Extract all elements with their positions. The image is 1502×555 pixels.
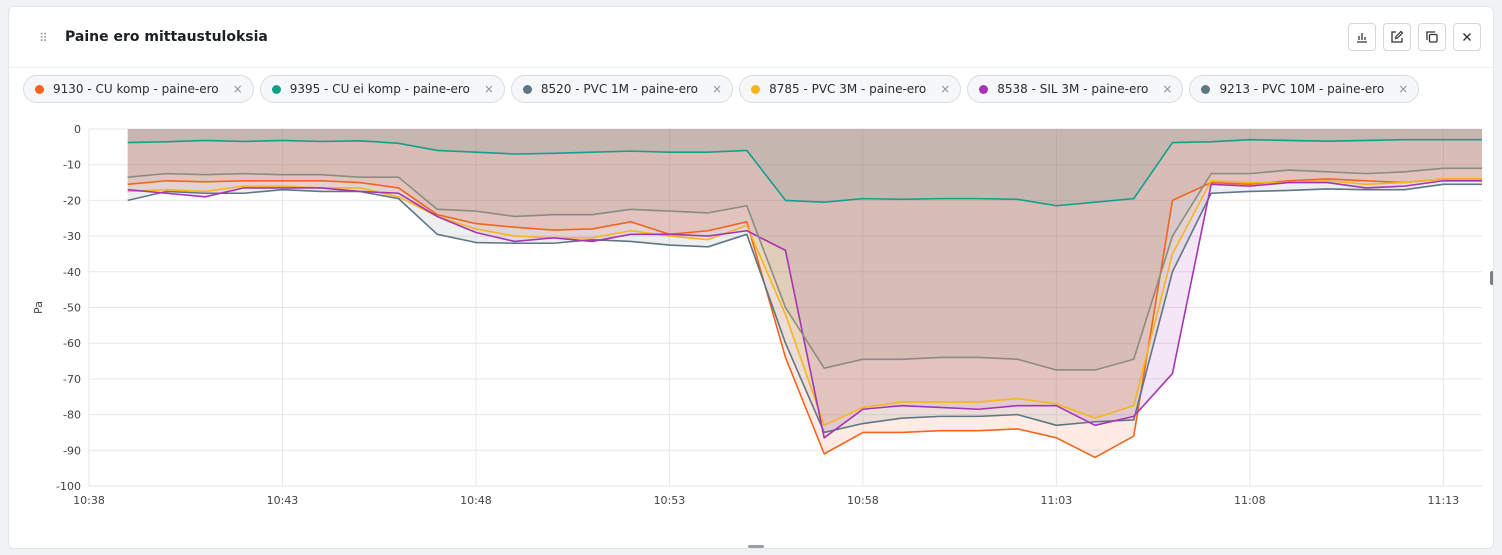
series-chip[interactable]: 8538 - SIL 3M - paine-ero × xyxy=(967,75,1184,103)
series-line xyxy=(127,167,1482,371)
chart: 0 -10 -20 -30 -40 -50 -60 -70 -80 -90 -100 10:38 10:… xyxy=(9,113,1493,527)
x-tick-label: 11:03 xyxy=(1041,494,1073,507)
chart-type-button[interactable] xyxy=(1348,23,1376,51)
y-axis-label: Pa xyxy=(32,301,45,314)
edit-icon xyxy=(1391,30,1404,43)
y-tick-label: -40 xyxy=(63,266,81,279)
series-line xyxy=(127,179,1482,439)
scrollbar-handle[interactable] xyxy=(1490,271,1493,285)
x-tick-label: 11:13 xyxy=(1427,494,1459,507)
series-chip-label: 8538 - SIL 3M - paine-ero xyxy=(997,82,1149,96)
series-area xyxy=(127,129,1482,426)
y-tick-label: -30 xyxy=(63,230,81,243)
series-color-dot xyxy=(35,84,44,94)
x-tick-label: 10:48 xyxy=(460,494,492,507)
x-tick-label: 10:53 xyxy=(654,494,686,507)
series-chip[interactable]: 9213 - PVC 10M - paine-ero × xyxy=(1189,75,1420,103)
series-area xyxy=(127,129,1482,206)
series-line xyxy=(127,138,1482,207)
remove-series-icon[interactable]: × xyxy=(483,82,494,96)
y-tick-label: -90 xyxy=(63,444,81,457)
y-tick-label: -100 xyxy=(56,480,81,493)
widget-title: Paine ero mittaustuloksia xyxy=(65,29,268,45)
series-color-dot xyxy=(271,84,281,94)
y-tick-label: 0 xyxy=(74,123,81,136)
bar-chart-icon xyxy=(1357,33,1367,43)
x-tick-label: 10:38 xyxy=(73,494,105,507)
remove-series-icon[interactable]: × xyxy=(940,82,951,96)
series-line xyxy=(127,178,1482,459)
series-area xyxy=(127,129,1482,433)
remove-series-icon[interactable]: × xyxy=(1398,82,1409,96)
series-area xyxy=(127,129,1482,438)
y-tick-label: -20 xyxy=(63,194,81,207)
resize-handle[interactable] xyxy=(748,545,764,548)
series-chip[interactable]: 9395 - CU ei komp - paine-ero × xyxy=(259,75,505,103)
series-chip-label: 8520 - PVC 1M - paine-ero xyxy=(540,82,699,96)
y-tick-label: -80 xyxy=(63,409,81,422)
y-tick-label: -60 xyxy=(63,337,81,350)
series-color-dot xyxy=(1201,84,1211,94)
close-icon xyxy=(1463,33,1471,41)
chart-widget: ⠿ Paine ero mittaustuloksia xyxy=(8,6,1494,549)
x-tick-label: 11:08 xyxy=(1234,494,1266,507)
series-chip[interactable]: 8785 - PVC 3M - paine-ero × xyxy=(739,75,962,103)
widget-header: ⠿ Paine ero mittaustuloksia xyxy=(9,7,1493,68)
x-tick-label: 10:43 xyxy=(267,494,299,507)
series-color-dot xyxy=(522,84,532,94)
series-chip-label: 9130 - CU komp - paine-ero xyxy=(53,82,219,96)
series-color-dot xyxy=(979,84,989,94)
remove-series-icon[interactable]: × xyxy=(1162,82,1173,96)
series-legend: 9130 - CU komp - paine-ero × 9395 - CU ei … xyxy=(23,75,1420,103)
y-tick-label: -50 xyxy=(63,302,81,315)
series-line xyxy=(127,178,1482,427)
duplicate-button[interactable] xyxy=(1418,23,1446,51)
edit-button[interactable] xyxy=(1383,23,1411,51)
y-tick-label: -10 xyxy=(63,159,81,172)
x-tick-label: 10:58 xyxy=(847,494,879,507)
drag-handle-icon[interactable]: ⠿ xyxy=(39,31,48,45)
series-color-dot xyxy=(751,84,761,94)
close-button[interactable] xyxy=(1453,23,1481,51)
series-chip-label: 8785 - PVC 3M - paine-ero xyxy=(769,82,927,96)
y-tick-label: -70 xyxy=(63,373,81,386)
series-chip-label: 9213 - PVC 10M - paine-ero xyxy=(1219,82,1385,96)
copy-icon xyxy=(1426,31,1438,43)
series-chip[interactable]: 8520 - PVC 1M - paine-ero × xyxy=(510,75,734,103)
series-chip-label: 9395 - CU ei komp - paine-ero xyxy=(289,82,470,96)
widget-toolbar xyxy=(1348,23,1481,51)
series-area xyxy=(127,129,1482,370)
series-chip[interactable]: 9130 - CU komp - paine-ero × xyxy=(23,75,254,103)
remove-series-icon[interactable]: × xyxy=(712,82,723,96)
remove-series-icon[interactable]: × xyxy=(232,82,243,96)
